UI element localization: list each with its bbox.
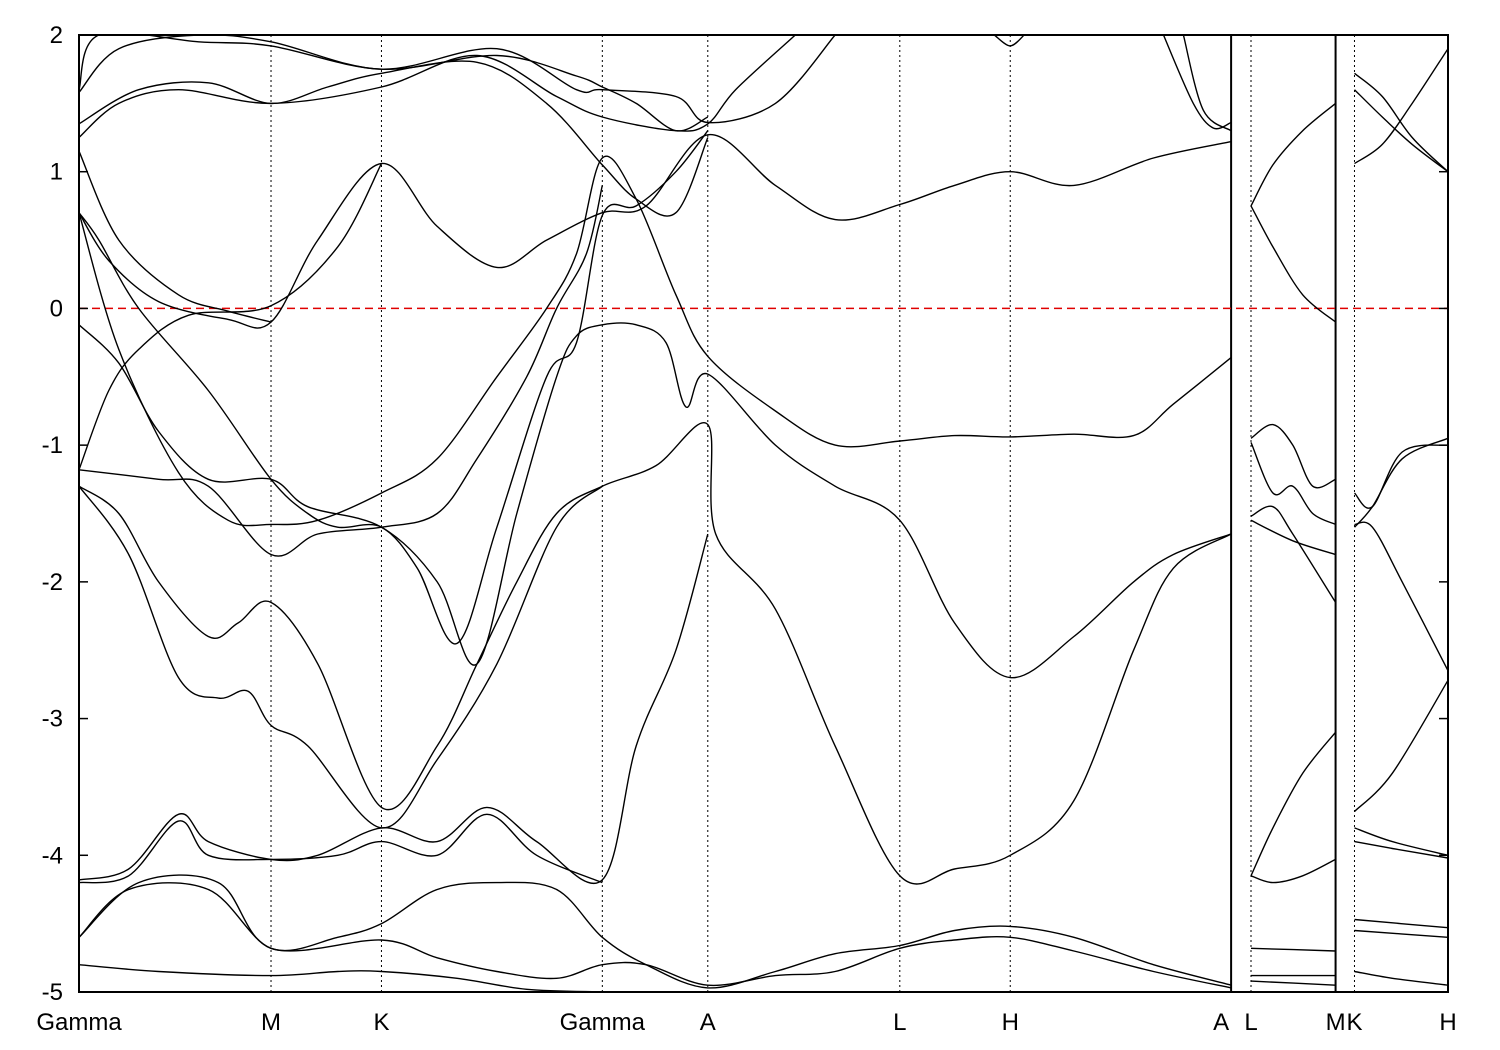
band-line	[79, 485, 603, 829]
band-line	[1250, 423, 1336, 489]
band-line	[79, 881, 1232, 989]
band-line	[79, 60, 709, 217]
y-tick-label: -4	[42, 842, 63, 869]
x-tick-label: L	[1244, 1009, 1257, 1036]
x-tick-label: Gamma	[560, 1009, 646, 1036]
band-line	[1354, 48, 1448, 165]
y-tick-label: 2	[50, 22, 63, 49]
x-tick-label: K	[1346, 1009, 1362, 1036]
band-line	[79, 35, 709, 132]
band-line	[1250, 731, 1337, 877]
band-line	[1250, 980, 1336, 986]
band-line	[79, 35, 836, 124]
band-line	[1354, 89, 1448, 173]
band-line	[1354, 918, 1448, 929]
band-line	[1250, 947, 1336, 952]
band-line	[79, 155, 1232, 527]
y-tick-label: -2	[42, 569, 63, 596]
band-line	[79, 130, 709, 645]
band-line	[1250, 519, 1336, 556]
y-axis-ticks: -5 -4 -3 -2 -1 0 1 2	[42, 22, 1448, 1006]
band-line	[79, 150, 272, 323]
band-line	[79, 422, 1232, 885]
band-line	[1250, 442, 1336, 526]
x-tick-label: Gamma	[36, 1009, 122, 1036]
band-line	[1250, 102, 1337, 207]
band-line	[1354, 840, 1448, 859]
band-line	[1354, 679, 1448, 812]
band-line	[79, 35, 796, 139]
y-tick-label: -1	[42, 432, 63, 459]
band-line	[1354, 827, 1448, 856]
band-lines	[79, 35, 1448, 992]
band-line	[1354, 521, 1448, 672]
band-line	[993, 35, 1025, 47]
x-axis-ticks: Gamma M K Gamma A L H A L M K H	[36, 1009, 1456, 1036]
x-tick-label: M	[1326, 1009, 1346, 1036]
y-tick-label: -5	[42, 979, 63, 1006]
band-line	[1162, 35, 1232, 130]
band-line	[79, 533, 709, 884]
x-tick-label: H	[1002, 1009, 1019, 1036]
x-tick-label: A	[700, 1009, 716, 1036]
band-line	[1353, 437, 1448, 528]
band-line	[1353, 444, 1448, 509]
band-line	[1250, 505, 1337, 603]
band-line	[79, 322, 1232, 679]
y-tick-label: -3	[42, 706, 63, 733]
band-line	[1354, 72, 1448, 173]
x-tick-label: H	[1439, 1009, 1456, 1036]
band-line	[79, 134, 1232, 329]
x-tick-label: L	[893, 1009, 906, 1036]
band-line	[1182, 35, 1232, 132]
band-line	[79, 874, 1232, 989]
band-line	[79, 813, 603, 884]
x-tick-label: K	[373, 1009, 389, 1036]
band-line	[1354, 929, 1448, 938]
band-line	[79, 185, 603, 557]
band-line	[79, 163, 383, 471]
band-line	[1250, 858, 1336, 884]
y-tick-label: 1	[50, 159, 63, 186]
x-tick-label: M	[261, 1009, 281, 1036]
y-tick-label: 0	[50, 295, 63, 322]
plot-frame	[78, 34, 1449, 993]
band-line	[79, 964, 603, 992]
band-line	[1354, 970, 1448, 986]
band-line	[1250, 205, 1337, 323]
kpoint-gridlines	[270, 35, 1355, 992]
x-tick-label: A	[1213, 1009, 1229, 1036]
